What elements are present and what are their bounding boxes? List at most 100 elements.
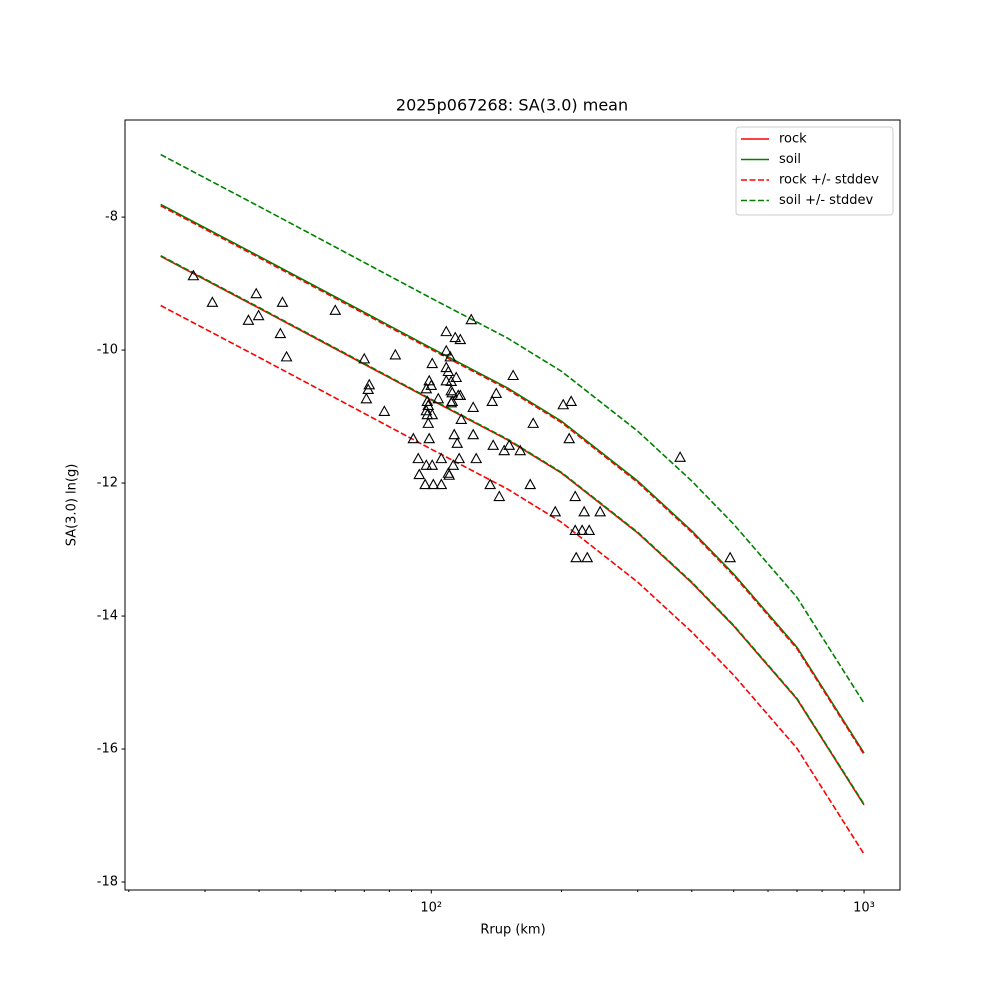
y-tick-label: -18	[97, 875, 118, 890]
scatter-point	[487, 439, 500, 450]
scatter-point	[413, 468, 426, 480]
series-line	[160, 255, 865, 806]
scatter-point	[242, 314, 255, 325]
legend-label: rock	[779, 132, 807, 147]
scatter-point	[498, 444, 511, 456]
scatter-point	[440, 344, 453, 356]
scatter-point	[420, 382, 433, 394]
scatter-point	[420, 404, 433, 416]
series-line	[160, 203, 865, 754]
scatter-point	[422, 417, 435, 428]
scatter-point	[427, 478, 440, 490]
scatter-point	[426, 357, 439, 369]
scatter-point	[451, 437, 464, 448]
y-tick-label: -14	[97, 609, 118, 624]
scatter-point	[507, 369, 520, 381]
scatter-point	[206, 296, 219, 307]
scatter-point	[187, 269, 200, 281]
scatter-point	[363, 378, 376, 390]
scatter-point	[378, 405, 391, 416]
scatter-point	[490, 387, 503, 399]
x-axis-label: Rrup (km)	[480, 923, 545, 938]
y-tick-label: -10	[97, 343, 118, 358]
scatter-point	[569, 490, 582, 502]
axes-frame	[124, 119, 901, 891]
scatter-point	[527, 417, 540, 428]
scatter-point	[450, 371, 463, 383]
scatter-point	[440, 325, 453, 337]
scatter-point	[443, 469, 456, 480]
series-line	[160, 153, 865, 704]
scatter-point	[274, 327, 287, 339]
scatter-point	[524, 478, 537, 490]
scatter-point	[435, 478, 448, 490]
scatter-point	[454, 333, 467, 345]
scatter-point	[467, 401, 480, 412]
series-line	[160, 205, 865, 755]
scatter-point	[389, 348, 402, 360]
x-tick-label: 10²	[420, 901, 442, 916]
series-line	[160, 254, 865, 805]
scatter-point	[594, 505, 607, 517]
scatter-point	[565, 395, 578, 406]
scatter-point	[426, 459, 439, 470]
plot-area	[160, 153, 865, 855]
scatter-point	[421, 395, 434, 406]
scatter-point	[442, 365, 455, 377]
scatter-point	[252, 309, 265, 321]
scatter-point	[425, 379, 438, 391]
scatter-point	[426, 408, 439, 420]
scatter-point	[470, 452, 483, 464]
scatter-point	[674, 451, 687, 462]
scatter-point	[576, 524, 589, 535]
scatter-point	[453, 452, 466, 464]
scatter-point	[446, 395, 459, 406]
scatter-point	[447, 459, 460, 470]
scatter-point	[435, 452, 448, 464]
scatter-point	[250, 287, 263, 299]
scatter-point	[432, 392, 445, 404]
scatter-point	[467, 428, 480, 440]
scatter-point	[549, 505, 562, 517]
scatter-point	[420, 459, 433, 470]
scatter-point	[440, 374, 453, 386]
chart-title: 2025p067268: SA(3.0) mean	[396, 96, 628, 115]
scatter-point	[419, 478, 432, 490]
scatter-point	[570, 551, 583, 563]
x-tick-label: 10³	[853, 901, 875, 916]
y-axis-label: SA(3.0) ln(g)	[65, 464, 80, 547]
scatter-point	[280, 350, 293, 362]
scatter-point	[454, 389, 467, 400]
scatter-point	[412, 452, 425, 464]
y-tick-label: -12	[97, 476, 118, 491]
scatter-point	[503, 439, 516, 450]
scatter-point	[360, 392, 373, 404]
legend-box	[735, 126, 894, 216]
scatter-point	[563, 432, 576, 444]
scatter-point	[514, 444, 527, 456]
scatter-point	[446, 386, 459, 398]
series-line	[160, 304, 865, 855]
scatter-point	[493, 490, 506, 502]
scatter-point	[578, 505, 591, 517]
scatter-point	[329, 304, 342, 315]
scatter-point	[581, 551, 594, 563]
scatter-point	[557, 398, 570, 410]
scatter-point	[484, 478, 497, 490]
legend-label: soil +/- stddev	[779, 193, 874, 208]
scatter-point	[569, 524, 582, 535]
scatter-point	[407, 432, 420, 444]
scatter-point	[422, 399, 435, 410]
scatter-point	[486, 395, 499, 406]
scatter-point	[444, 350, 457, 362]
scatter-point	[449, 331, 462, 343]
scatter-point	[358, 352, 371, 364]
scatter-point	[455, 413, 468, 424]
y-tick-label: -16	[97, 742, 118, 757]
scatter-point	[724, 551, 737, 563]
y-tick-label: -8	[105, 210, 118, 225]
scatter-point	[583, 524, 596, 535]
legend-label: rock +/- stddev	[779, 173, 879, 188]
scatter-point	[465, 313, 478, 325]
